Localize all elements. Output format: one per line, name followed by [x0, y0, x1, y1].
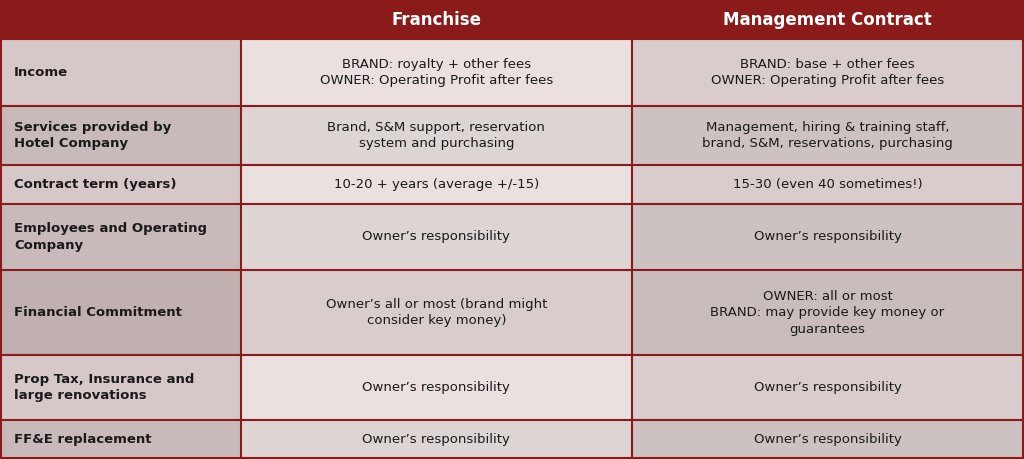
Bar — [632, 106, 1023, 165]
Bar — [1, 106, 241, 165]
Bar — [1, 355, 241, 420]
Bar — [241, 270, 632, 355]
Bar — [1, 1, 241, 39]
Text: Franchise: Franchise — [391, 11, 481, 29]
Bar — [632, 1, 1023, 39]
Bar — [241, 355, 632, 420]
Text: Owner’s responsibility: Owner’s responsibility — [362, 381, 510, 394]
Text: Owner’s responsibility: Owner’s responsibility — [754, 381, 901, 394]
Text: Contract term (years): Contract term (years) — [14, 178, 176, 191]
Bar — [632, 203, 1023, 270]
Text: Owner’s responsibility: Owner’s responsibility — [754, 432, 901, 446]
Text: Owner’s all or most (brand might
consider key money): Owner’s all or most (brand might conside… — [326, 298, 547, 327]
Text: FF&E replacement: FF&E replacement — [14, 432, 152, 446]
Text: BRAND: royalty + other fees
OWNER: Operating Profit after fees: BRAND: royalty + other fees OWNER: Opera… — [319, 58, 553, 87]
Text: Prop Tax, Insurance and
large renovations: Prop Tax, Insurance and large renovation… — [14, 373, 195, 402]
Bar — [1, 203, 241, 270]
Text: Employees and Operating
Company: Employees and Operating Company — [14, 222, 207, 252]
Text: Income: Income — [14, 66, 69, 79]
Text: Owner’s responsibility: Owner’s responsibility — [754, 230, 901, 243]
Text: Brand, S&M support, reservation
system and purchasing: Brand, S&M support, reservation system a… — [328, 121, 545, 150]
Bar — [1, 270, 241, 355]
Bar — [632, 355, 1023, 420]
Bar — [632, 420, 1023, 458]
Text: Management Contract: Management Contract — [723, 11, 932, 29]
Text: BRAND: base + other fees
OWNER: Operating Profit after fees: BRAND: base + other fees OWNER: Operatin… — [711, 58, 944, 87]
Bar — [1, 420, 241, 458]
Text: Management, hiring & training staff,
brand, S&M, reservations, purchasing: Management, hiring & training staff, bra… — [702, 121, 953, 150]
Text: 15-30 (even 40 sometimes!): 15-30 (even 40 sometimes!) — [732, 178, 923, 191]
Bar — [241, 420, 632, 458]
Bar — [1, 165, 241, 203]
Bar — [241, 1, 632, 39]
Text: Owner’s responsibility: Owner’s responsibility — [362, 432, 510, 446]
Text: Services provided by
Hotel Company: Services provided by Hotel Company — [14, 121, 171, 150]
Bar — [1, 39, 241, 106]
Bar — [632, 165, 1023, 203]
Bar — [632, 270, 1023, 355]
Text: Owner’s responsibility: Owner’s responsibility — [362, 230, 510, 243]
Bar — [241, 39, 632, 106]
Text: OWNER: all or most
BRAND: may provide key money or
guarantees: OWNER: all or most BRAND: may provide ke… — [711, 290, 944, 336]
Bar — [241, 106, 632, 165]
Bar — [241, 203, 632, 270]
Bar — [632, 39, 1023, 106]
Text: 10-20 + years (average +/-15): 10-20 + years (average +/-15) — [334, 178, 539, 191]
Text: Financial Commitment: Financial Commitment — [14, 306, 182, 319]
Bar — [241, 165, 632, 203]
